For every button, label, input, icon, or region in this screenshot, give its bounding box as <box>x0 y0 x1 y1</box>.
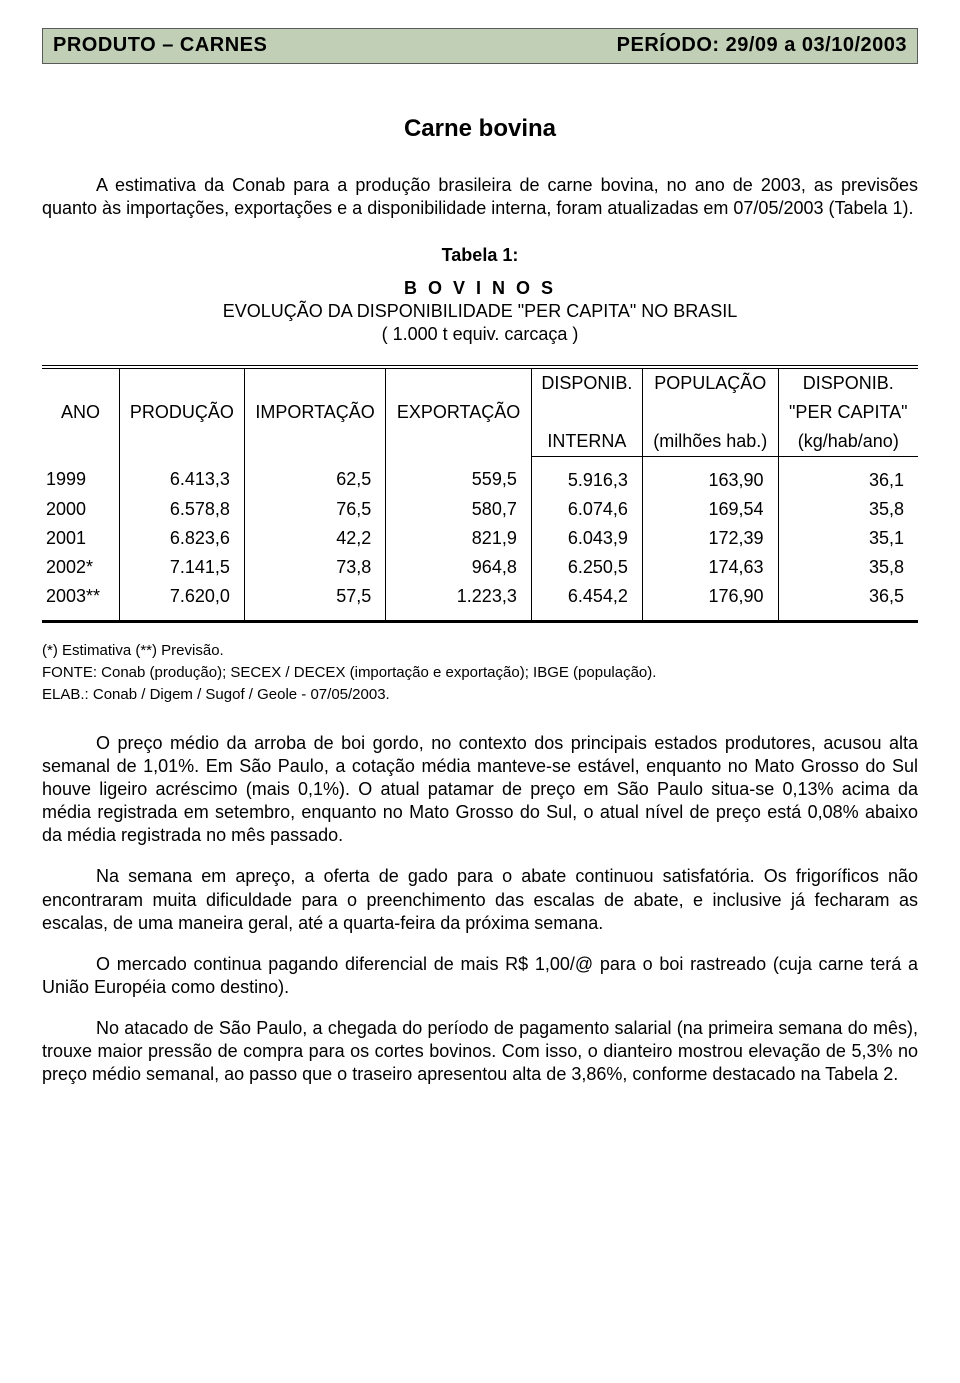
body-para-1: O preço médio da arroba de boi gordo, no… <box>42 732 918 847</box>
note-elab: ELAB.: Conab / Digem / Sugof / Geole - 0… <box>42 685 918 704</box>
body-para-3: O mercado continua pagando diferencial d… <box>42 953 918 999</box>
cell-disp: 6.043,9 <box>531 524 642 553</box>
col-disponib-bot: INTERNA <box>531 427 642 457</box>
table-row: 2002* 7.141,5 73,8 964,8 6.250,5 174,63 … <box>42 553 918 582</box>
page-title: Carne bovina <box>42 114 918 145</box>
col-disponib-mid <box>531 398 642 427</box>
table-row: 2000 6.578,8 76,5 580,7 6.074,6 169,54 3… <box>42 495 918 524</box>
cell-exp: 821,9 <box>386 524 532 553</box>
cell-ano: 2002* <box>42 553 119 582</box>
col-percap-mid: "PER CAPITA" <box>778 398 918 427</box>
cell-disp: 6.074,6 <box>531 495 642 524</box>
cell-pc: 35,1 <box>778 524 918 553</box>
cell-pop: 172,39 <box>642 524 778 553</box>
cell-exp: 580,7 <box>386 495 532 524</box>
cell-pop: 174,63 <box>642 553 778 582</box>
cell-prod: 6.823,6 <box>119 524 244 553</box>
intro-paragraph: A estimativa da Conab para a produção br… <box>42 174 918 220</box>
note-source: FONTE: Conab (produção); SECEX / DECEX (… <box>42 663 918 682</box>
cell-imp: 42,2 <box>244 524 385 553</box>
cell-pc: 35,8 <box>778 553 918 582</box>
cell-pc: 36,1 <box>778 456 918 495</box>
cell-ano: 2000 <box>42 495 119 524</box>
cell-prod: 6.413,3 <box>119 456 244 495</box>
col-importacao: IMPORTAÇÃO <box>244 367 385 457</box>
col-ano: ANO <box>42 367 119 457</box>
body-para-4: No atacado de São Paulo, a chegada do pe… <box>42 1017 918 1086</box>
note-estimate: (*) Estimativa (**) Previsão. <box>42 641 918 660</box>
table1-unit: ( 1.000 t equiv. carcaça ) <box>42 323 918 346</box>
body-para-2: Na semana em apreço, a oferta de gado pa… <box>42 865 918 934</box>
cell-prod: 6.578,8 <box>119 495 244 524</box>
cell-pc: 35,8 <box>778 495 918 524</box>
cell-disp: 5.916,3 <box>531 456 642 495</box>
cell-exp: 964,8 <box>386 553 532 582</box>
col-percap-top: DISPONIB. <box>778 367 918 398</box>
cell-pop: 176,90 <box>642 582 778 622</box>
table1-notes: (*) Estimativa (**) Previsão. FONTE: Con… <box>42 641 918 705</box>
cell-imp: 76,5 <box>244 495 385 524</box>
table1-subtitle: EVOLUÇÃO DA DISPONIBILIDADE "PER CAPITA"… <box>42 300 918 323</box>
col-pop-mid <box>642 398 778 427</box>
cell-pop: 163,90 <box>642 456 778 495</box>
cell-exp: 1.223,3 <box>386 582 532 622</box>
col-producao: PRODUÇÃO <box>119 367 244 457</box>
cell-imp: 73,8 <box>244 553 385 582</box>
header-period: PERÍODO: 29/09 a 03/10/2003 <box>617 33 907 59</box>
cell-pop: 169,54 <box>642 495 778 524</box>
cell-prod: 7.620,0 <box>119 582 244 622</box>
cell-prod: 7.141,5 <box>119 553 244 582</box>
cell-exp: 559,5 <box>386 456 532 495</box>
col-disponib-top: DISPONIB. <box>531 367 642 398</box>
cell-ano: 1999 <box>42 456 119 495</box>
cell-imp: 57,5 <box>244 582 385 622</box>
col-exportacao: EXPORTAÇÃO <box>386 367 532 457</box>
table-row: 2003** 7.620,0 57,5 1.223,3 6.454,2 176,… <box>42 582 918 622</box>
table1-body: 1999 6.413,3 62,5 559,5 5.916,3 163,90 3… <box>42 456 918 621</box>
cell-ano: 2001 <box>42 524 119 553</box>
table-row: 1999 6.413,3 62,5 559,5 5.916,3 163,90 3… <box>42 456 918 495</box>
col-pop-top: POPULAÇÃO <box>642 367 778 398</box>
table-row: 2001 6.823,6 42,2 821,9 6.043,9 172,39 3… <box>42 524 918 553</box>
cell-ano: 2003** <box>42 582 119 622</box>
header-product: PRODUTO – CARNES <box>53 33 267 59</box>
col-percap-bot: (kg/hab/ano) <box>778 427 918 457</box>
cell-pc: 36,5 <box>778 582 918 622</box>
header-bar: PRODUTO – CARNES PERÍODO: 29/09 a 03/10/… <box>42 28 918 64</box>
cell-disp: 6.454,2 <box>531 582 642 622</box>
cell-imp: 62,5 <box>244 456 385 495</box>
table1-species: B O V I N O S <box>42 277 918 300</box>
col-pop-bot: (milhões hab.) <box>642 427 778 457</box>
table1-caption: Tabela 1: <box>42 244 918 267</box>
table1: ANO PRODUÇÃO IMPORTAÇÃO EXPORTAÇÃO DISPO… <box>42 365 918 623</box>
cell-disp: 6.250,5 <box>531 553 642 582</box>
